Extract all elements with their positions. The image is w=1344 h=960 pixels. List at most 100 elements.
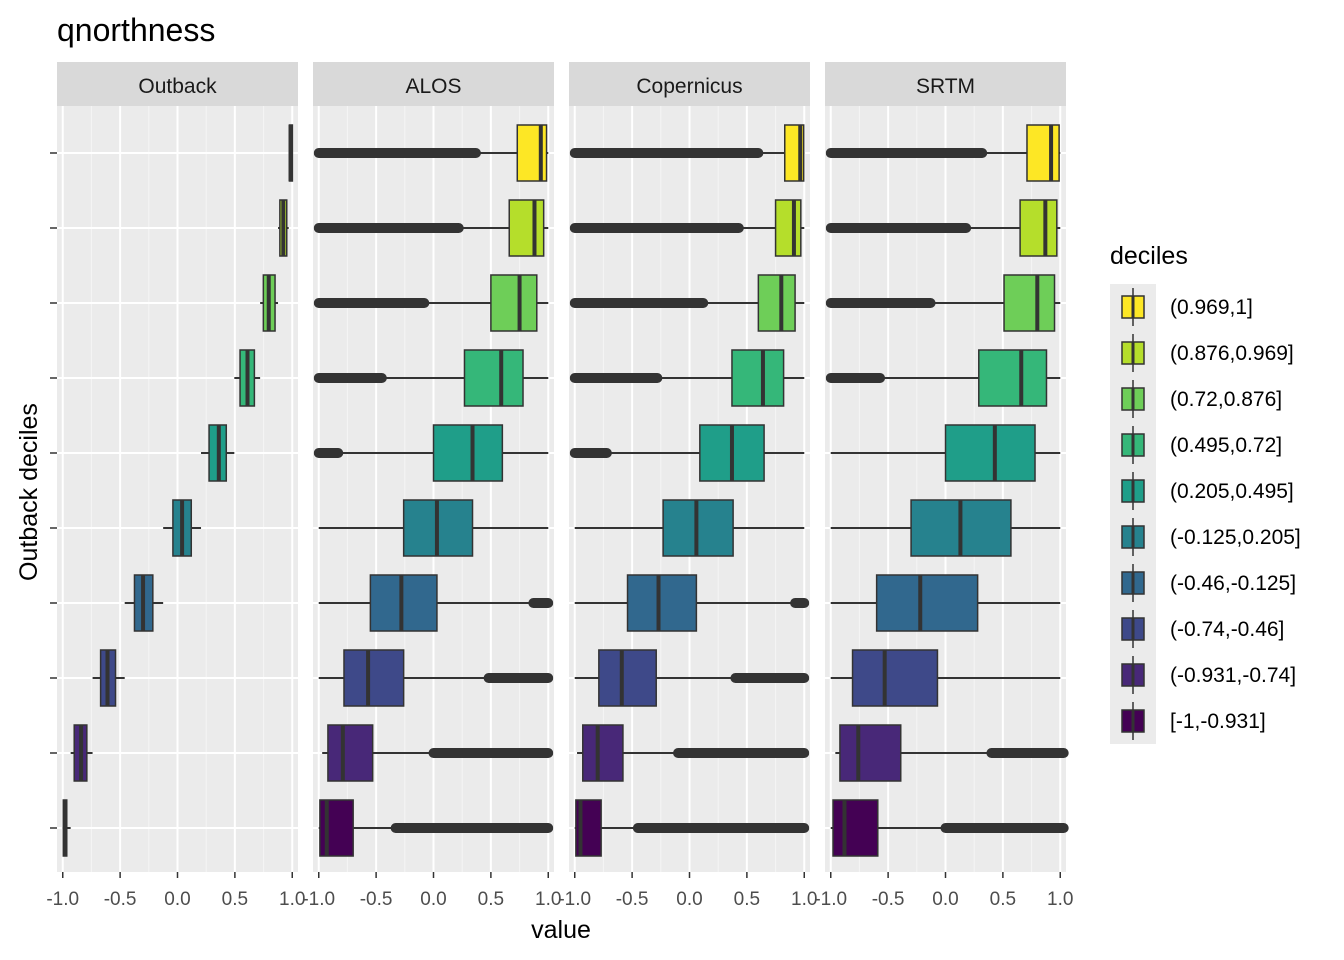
box-body <box>757 274 796 332</box>
box-copernicus-4 <box>569 349 805 407</box>
box-srtm-2 <box>825 199 1061 257</box>
box-srtm-7 <box>830 574 1061 632</box>
box-alos-2 <box>313 199 549 257</box>
x-tick-label: -0.5 <box>616 889 649 910</box>
box-srtm-9 <box>835 724 1069 782</box>
box-srtm-3 <box>825 274 1061 332</box>
facet-strip-alos <box>313 62 554 106</box>
box-srtm-8 <box>830 649 1061 707</box>
box-body <box>731 349 785 407</box>
box-outback-9 <box>70 724 93 782</box>
panel-outback: Outback -1.0 -0.5 0.0 0.5 1.0 <box>46 62 305 910</box>
box-body <box>832 799 879 857</box>
box-alos-9 <box>322 724 554 782</box>
box-alos-5 <box>313 424 549 482</box>
legend-entry: (-0.125,0.205] <box>1121 518 1301 556</box>
legend-entry: (0.969,1] <box>1121 288 1253 326</box>
x-tick-label: 0.5 <box>990 889 1016 910</box>
box-alos-4 <box>313 349 549 407</box>
box-alos-1 <box>313 124 549 182</box>
facet-strip-copernicus <box>569 62 810 106</box>
box-body <box>1003 274 1056 332</box>
box-body <box>944 424 1036 482</box>
box-body <box>343 649 405 707</box>
box-copernicus-7 <box>574 574 810 632</box>
box-copernicus-1 <box>569 124 805 182</box>
legend-label: (-0.74,-0.46] <box>1170 618 1284 641</box>
box-srtm-5 <box>830 424 1061 482</box>
box-srtm-6 <box>830 499 1061 557</box>
x-tick-label: 1.0 <box>279 889 305 910</box>
box-outback-7 <box>124 574 164 632</box>
facet-strip-outback <box>57 62 298 106</box>
legend-entry: (-0.46,-0.125] <box>1121 564 1296 602</box>
legend-label: (0.876,0.969] <box>1170 342 1294 365</box>
x-tick-label: -1.0 <box>46 889 79 910</box>
legend: deciles (0.969,1] (0.876,0.969] (0.72,0.87… <box>1110 242 1301 744</box>
facet-label-outback: Outback <box>138 75 217 98</box>
x-tick-label: 1.0 <box>791 889 817 910</box>
legend-label: (0.969,1] <box>1170 296 1253 319</box>
legend-label: (-0.931,-0.74] <box>1170 664 1296 687</box>
legend-label: (0.205,0.495] <box>1170 480 1294 503</box>
x-tick-label: 0.0 <box>676 889 702 910</box>
box-copernicus-8 <box>574 649 810 707</box>
legend-label: (-0.125,0.205] <box>1170 526 1301 549</box>
box-alos-3 <box>313 274 549 332</box>
x-tick-label: -0.5 <box>360 889 393 910</box>
facet-label-copernicus: Copernicus <box>636 75 742 98</box>
x-tick-label: 0.5 <box>478 889 504 910</box>
panel-alos: ALOS -1.0 -0.5 0.0 0.5 1.0 <box>302 62 561 910</box>
legend-entry: (0.72,0.876] <box>1121 380 1282 418</box>
box-copernicus-6 <box>574 499 805 557</box>
legend-entry: (0.205,0.495] <box>1121 472 1294 510</box>
legend-label: [-1,-0.931] <box>1170 710 1266 733</box>
x-tick-label: 1.0 <box>535 889 561 910</box>
legend-entry: (-0.74,-0.46] <box>1121 610 1284 648</box>
box-body <box>463 349 524 407</box>
box-alos-10 <box>318 799 554 857</box>
x-tick-label: 1.0 <box>1047 889 1073 910</box>
x-tick-label: 0.5 <box>222 889 248 910</box>
box-body <box>839 724 902 782</box>
box-copernicus-9 <box>577 724 810 782</box>
box-outback-5 <box>201 424 235 482</box>
box-body <box>327 724 374 782</box>
box-body <box>978 349 1048 407</box>
box-alos-6 <box>318 499 549 557</box>
facet-strip-srtm <box>825 62 1066 106</box>
box-copernicus-5 <box>569 424 805 482</box>
box-alos-8 <box>318 649 554 707</box>
box-outback-8 <box>92 649 125 707</box>
box-outback-6 <box>163 499 202 557</box>
panel-copernicus: Copernicus -1.0 -0.5 0.0 0.5 1.0 <box>558 62 817 910</box>
x-tick-label: 0.5 <box>734 889 760 910</box>
box-copernicus-10 <box>574 799 810 857</box>
legend-entry: (0.495,0.72] <box>1121 426 1282 464</box>
legend-label: (-0.46,-0.125] <box>1170 572 1296 595</box>
y-axis-title: Outback deciles <box>15 403 43 581</box>
x-tick-label: -0.5 <box>872 889 905 910</box>
facet-label-srtm: SRTM <box>916 75 975 98</box>
x-tick-label: 0.0 <box>164 889 190 910</box>
box-srtm-1 <box>825 124 1061 182</box>
box-body <box>1026 124 1060 182</box>
box-outback-1 <box>288 124 294 182</box>
x-tick-label: -1.0 <box>558 889 591 910</box>
box-copernicus-3 <box>569 274 805 332</box>
box-body <box>851 649 939 707</box>
legend-label: (0.495,0.72] <box>1170 434 1282 457</box>
box-body <box>369 574 438 632</box>
facet-panels: Outback -1.0 -0.5 0.0 0.5 1.0 ALOS -1.0 -0.5 0.0 0… <box>46 62 1073 910</box>
x-tick-label: 0.0 <box>420 889 446 910</box>
x-tick-label: -1.0 <box>302 889 335 910</box>
legend-entry: (-0.931,-0.74] <box>1121 656 1296 694</box>
facet-label-alos: ALOS <box>405 75 461 98</box>
box-body <box>1019 199 1058 257</box>
box-body <box>582 724 624 782</box>
box-alos-7 <box>318 574 554 632</box>
box-body <box>626 574 698 632</box>
box-outback-3 <box>260 274 279 332</box>
box-body <box>490 274 538 332</box>
